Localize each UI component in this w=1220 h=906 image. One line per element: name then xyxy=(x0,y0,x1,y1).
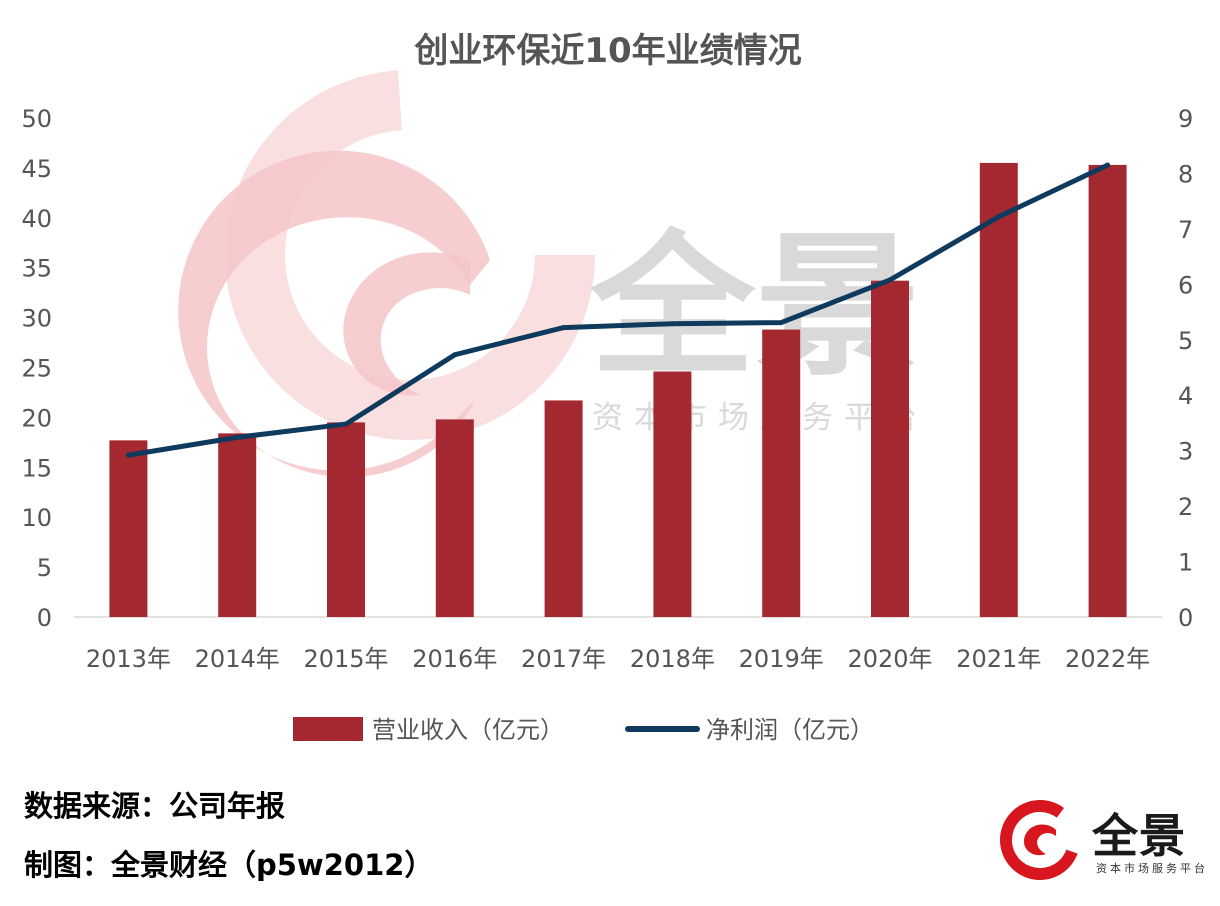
watermark-logo-icon xyxy=(178,70,595,478)
x-tick-label: 2013年 xyxy=(86,645,171,673)
legend-swatch-revenue xyxy=(293,717,363,741)
y-right-tick-label: 9 xyxy=(1178,105,1193,133)
y-left-tick-label: 40 xyxy=(21,205,52,233)
x-tick-label: 2019年 xyxy=(739,645,824,673)
line-profit xyxy=(125,162,1111,458)
brand-tagline: 资本市场服务平台 xyxy=(1096,862,1208,875)
x-tick-label: 2016年 xyxy=(412,645,497,673)
brand-name: 全景 xyxy=(1092,809,1186,863)
point-profit xyxy=(996,214,1002,220)
point-profit xyxy=(778,320,784,326)
point-profit xyxy=(125,452,131,458)
bar-revenue xyxy=(871,280,909,617)
brand-logo: 全景 资本市场服务平台 xyxy=(996,800,1206,880)
y-left-tick-label: 0 xyxy=(37,604,52,632)
bar-revenue xyxy=(327,422,365,617)
point-profit xyxy=(452,352,458,358)
y-left-tick-label: 35 xyxy=(21,255,52,283)
point-profit xyxy=(1105,162,1111,168)
bar-revenue xyxy=(979,162,1018,617)
y-left-tick-label: 25 xyxy=(21,355,52,383)
y-left-tick-label: 5 xyxy=(37,554,52,582)
line-series xyxy=(125,162,1111,458)
legend-label-profit: 净利润（亿元） xyxy=(706,716,874,744)
y-right-tick-label: 0 xyxy=(1178,604,1193,632)
x-tick-label: 2020年 xyxy=(847,645,932,673)
bar-revenue xyxy=(218,433,257,617)
y-right-tick-label: 3 xyxy=(1178,438,1193,466)
x-tick-label: 2017年 xyxy=(521,645,606,673)
brand-logo-icon xyxy=(1000,800,1080,880)
y-right-tick-label: 1 xyxy=(1178,549,1193,577)
x-tick-label: 2018年 xyxy=(630,645,715,673)
chart-title: 创业环保近10年业绩情况 xyxy=(413,31,801,71)
bar-series xyxy=(109,162,1127,617)
x-tick-label: 2014年 xyxy=(195,645,280,673)
bar-revenue xyxy=(762,329,801,617)
bar-revenue xyxy=(544,400,583,617)
bar-revenue xyxy=(1088,164,1127,617)
x-tick-label: 2021年 xyxy=(956,645,1041,673)
left-axis: 0 5 10 15 20 25 30 35 40 45 50 xyxy=(21,105,52,632)
bar-revenue xyxy=(653,371,692,617)
point-profit xyxy=(234,434,240,440)
point-profit xyxy=(669,321,675,327)
right-axis: 0 1 2 3 4 5 6 7 8 9 xyxy=(1178,105,1193,632)
legend: 营业收入（亿元） 净利润（亿元） xyxy=(293,716,874,744)
x-tick-label: 2015年 xyxy=(303,645,388,673)
watermark-brand: 全景 xyxy=(589,216,920,397)
bar-revenue xyxy=(109,440,148,617)
y-left-tick-label: 50 xyxy=(21,105,52,133)
bar-revenue xyxy=(435,419,474,617)
y-left-tick-label: 30 xyxy=(21,305,52,333)
point-profit xyxy=(887,277,893,283)
watermark: 全景 资本市场服务平台 xyxy=(178,70,920,478)
y-right-tick-label: 4 xyxy=(1178,382,1193,410)
y-right-tick-label: 8 xyxy=(1178,160,1193,188)
x-tick-label: 2022年 xyxy=(1065,645,1150,673)
y-right-tick-label: 7 xyxy=(1178,216,1193,244)
y-left-tick-label: 10 xyxy=(21,504,52,532)
credit-note: 制图：全景财经（p5w2012） xyxy=(24,848,434,882)
y-left-tick-label: 15 xyxy=(21,454,52,482)
y-left-tick-label: 45 xyxy=(21,155,52,183)
point-profit xyxy=(343,421,349,427)
y-right-tick-label: 6 xyxy=(1178,271,1193,299)
y-right-tick-label: 2 xyxy=(1178,493,1193,521)
y-left-tick-label: 20 xyxy=(21,404,52,432)
legend-label-revenue: 营业收入（亿元） xyxy=(372,716,564,744)
x-axis: 2013年 2014年 2015年 2016年 2017年 2018年 2019年 2020年… xyxy=(86,645,1150,673)
point-profit xyxy=(561,325,567,331)
source-note: 数据来源：公司年报 xyxy=(24,789,286,823)
watermark-tagline: 资本市场服务平台 xyxy=(592,400,917,436)
y-right-tick-label: 5 xyxy=(1178,327,1193,355)
